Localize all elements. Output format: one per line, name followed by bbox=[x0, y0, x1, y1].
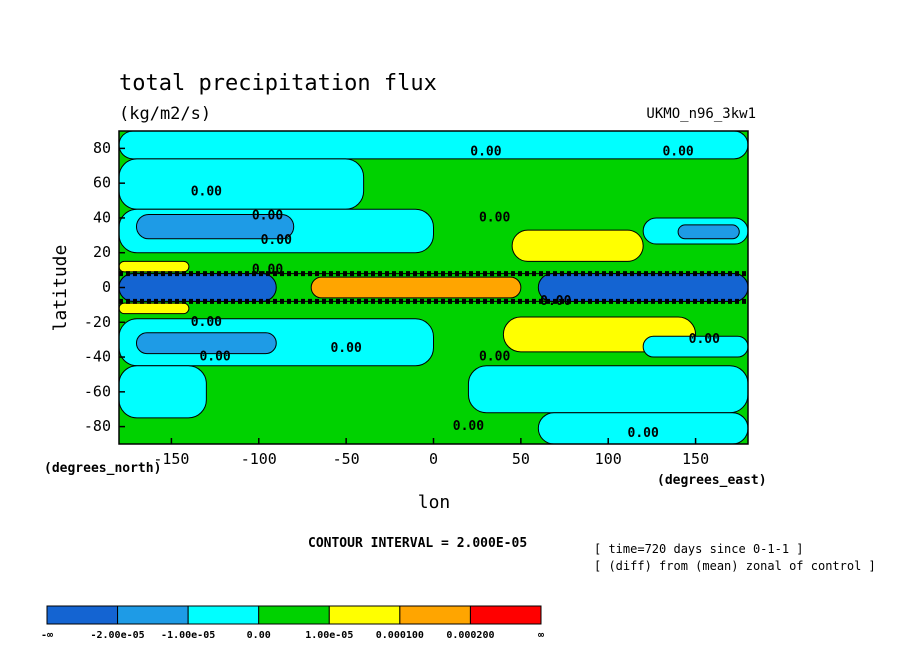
contour-label: 0.00 bbox=[199, 350, 230, 365]
colorbar-label: 0.000100 bbox=[376, 630, 424, 641]
contour-region bbox=[677, 224, 740, 240]
contour-interval-label: CONTOUR INTERVAL = 2.000E-05 bbox=[308, 536, 527, 551]
chart-title: total precipitation flux bbox=[119, 71, 437, 96]
contour-label: 0.00 bbox=[540, 294, 571, 309]
colorbar-swatch bbox=[46, 605, 119, 625]
y-tick-label: -80 bbox=[84, 417, 111, 435]
x-units-label: (degrees_east) bbox=[657, 473, 767, 488]
y-axis-ticks: 80 60 40 20 0 -20 -40 -60 -80 bbox=[84, 139, 125, 435]
contour-region bbox=[118, 302, 190, 315]
colorbar-swatch bbox=[187, 605, 260, 625]
colorbar-label: -∞ bbox=[41, 630, 53, 641]
y-tick-label: -60 bbox=[84, 382, 111, 400]
colorbar-label: -1.00e-05 bbox=[161, 630, 215, 641]
x-tick-label: 100 bbox=[595, 450, 622, 468]
colorbar-swatch bbox=[328, 605, 401, 625]
contour-label: 0.00 bbox=[479, 210, 510, 225]
contour-label: 0.00 bbox=[470, 144, 501, 159]
contour-label: 0.00 bbox=[252, 263, 283, 278]
contour-labels: 0.00 0.00 0.00 0.00 0.00 0.00 0.00 0.00 0.00 0.00… bbox=[191, 144, 720, 441]
y-axis-label: latitude bbox=[50, 245, 71, 332]
colorbar-label: 1.00e-05 bbox=[305, 630, 353, 641]
colorbar-swatch bbox=[117, 605, 189, 625]
y-tick-label: 40 bbox=[93, 208, 111, 226]
contour-label: 0.00 bbox=[191, 184, 222, 199]
colorbar-labels: -∞ -2.00e-05 -1.00e-05 0.00 1.00e-05 0.000100… bbox=[41, 630, 544, 641]
x-tick-label: 50 bbox=[512, 450, 530, 468]
colorbar-label: -2.00e-05 bbox=[90, 630, 144, 641]
contour-region bbox=[135, 332, 277, 355]
x-tick-label: -50 bbox=[333, 450, 360, 468]
contour-label: 0.00 bbox=[662, 144, 693, 159]
contour-label: 0.00 bbox=[479, 350, 510, 365]
y-tick-label: -40 bbox=[84, 348, 111, 366]
contour-label: 0.00 bbox=[252, 209, 283, 224]
colorbar-swatch bbox=[399, 605, 471, 625]
x-tick-label: -100 bbox=[241, 450, 277, 468]
contour-label: 0.00 bbox=[689, 332, 720, 347]
y-tick-label: 20 bbox=[93, 243, 111, 261]
diff-note: [ (diff) from (mean) zonal of control ] bbox=[594, 559, 876, 573]
y-tick-label: 80 bbox=[93, 139, 111, 157]
contour-label: 0.00 bbox=[191, 315, 222, 330]
y-tick-label: 60 bbox=[93, 174, 111, 192]
colorbar-swatch bbox=[258, 605, 330, 625]
colorbar bbox=[46, 605, 542, 625]
contour-region bbox=[310, 276, 522, 299]
contour-region bbox=[118, 365, 207, 419]
x-tick-label: -150 bbox=[153, 450, 189, 468]
chart-units: (kg/m2/s) bbox=[119, 104, 211, 124]
contour-region bbox=[135, 213, 295, 240]
contour-region bbox=[118, 130, 749, 160]
contour-label: 0.00 bbox=[330, 341, 361, 356]
colorbar-label: 0.000200 bbox=[446, 630, 494, 641]
contour-region bbox=[467, 365, 749, 414]
colorbar-label: 0.00 bbox=[247, 630, 271, 641]
x-tick-label: 150 bbox=[682, 450, 709, 468]
colorbar-swatch bbox=[469, 605, 542, 625]
colorbar-label: ∞ bbox=[538, 630, 544, 641]
dataset-label: UKMO_n96_3kw1 bbox=[646, 106, 756, 122]
contour-region bbox=[511, 229, 644, 262]
contour-region bbox=[118, 273, 277, 302]
y-tick-label: 0 bbox=[102, 278, 111, 296]
x-axis-ticks: -150 -100 -50 0 50 100 150 bbox=[153, 438, 709, 468]
x-tick-label: 0 bbox=[429, 450, 438, 468]
contour-label: 0.00 bbox=[628, 426, 659, 441]
y-units-label: (degrees_north) bbox=[44, 461, 161, 476]
time-note: [ time=720 days since 0-1-1 ] bbox=[594, 542, 804, 556]
y-tick-label: -20 bbox=[84, 313, 111, 331]
x-axis-label: lon bbox=[418, 492, 451, 513]
contour-region bbox=[118, 158, 365, 210]
contour-label: 0.00 bbox=[261, 233, 292, 248]
contour-region bbox=[118, 260, 190, 273]
plot-area bbox=[118, 130, 749, 445]
contour-label: 0.00 bbox=[453, 419, 484, 434]
